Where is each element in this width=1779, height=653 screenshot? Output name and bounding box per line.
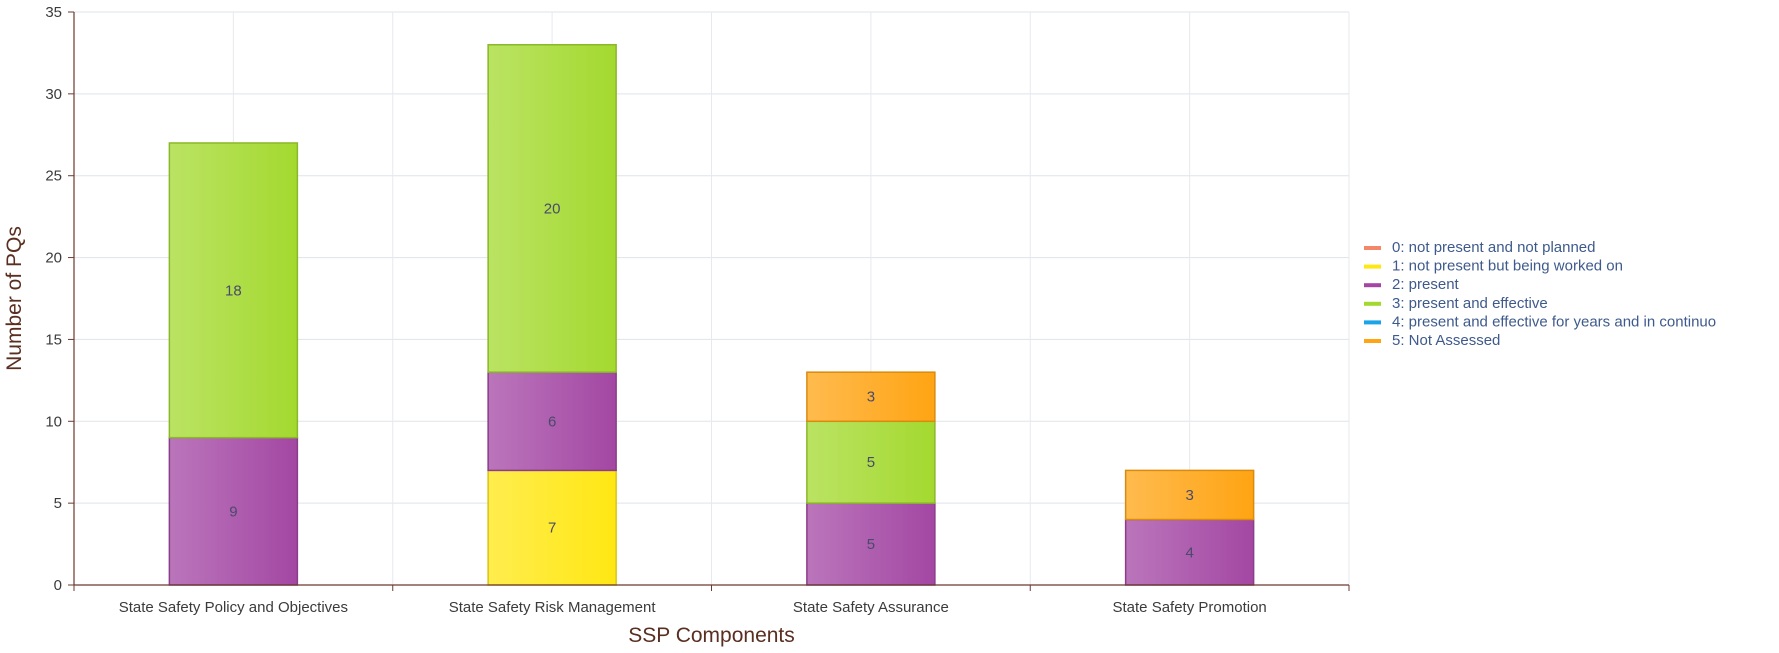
bar-segment[interactable] xyxy=(487,469,617,586)
bar-value-label: 5 xyxy=(867,536,875,553)
bar-segment[interactable] xyxy=(168,436,299,586)
y-tick-label: 25 xyxy=(45,168,62,185)
bar-value-label: 7 xyxy=(548,520,556,537)
legend-swatch[interactable] xyxy=(1364,320,1381,325)
y-tick-label: 10 xyxy=(45,413,62,430)
legend-swatch[interactable] xyxy=(1364,246,1381,250)
x-category-label: State Safety Risk Management xyxy=(449,599,657,616)
y-tick-label: 0 xyxy=(54,577,62,594)
y-tick-label: 15 xyxy=(45,331,62,348)
legend-label[interactable]: 5: Not Assessed xyxy=(1392,332,1500,349)
x-category-label: State Safety Policy and Objectives xyxy=(119,599,348,616)
legend-swatch[interactable] xyxy=(1364,339,1381,343)
x-category-label: State Safety Promotion xyxy=(1113,599,1267,616)
bar-segment[interactable] xyxy=(806,420,936,504)
legend-label[interactable]: 3: present and effective xyxy=(1392,295,1548,312)
legend-swatch[interactable] xyxy=(1364,264,1381,269)
legend: 0: not present and not planned 1: not pre… xyxy=(1364,239,1716,349)
y-tick-label: 35 xyxy=(45,4,62,21)
legend-label[interactable]: 2: present xyxy=(1392,276,1460,293)
legend-label[interactable]: 1: not present but being worked on xyxy=(1392,258,1623,275)
bar-segment[interactable] xyxy=(487,371,617,472)
y-axis-title: Number of PQs xyxy=(3,226,26,371)
bar-value-label: 5 xyxy=(867,454,875,471)
legend-label[interactable]: 4: present and effective for years and i… xyxy=(1392,313,1716,330)
bar-value-label: 18 xyxy=(225,282,242,299)
y-tick-label: 30 xyxy=(45,86,62,103)
bar-value-label: 20 xyxy=(544,200,561,217)
x-axis-title: SSP Components xyxy=(628,624,795,647)
bar-segment[interactable] xyxy=(806,371,936,423)
bar-segment[interactable] xyxy=(487,43,617,373)
y-tick-label: 20 xyxy=(45,250,62,267)
bar-value-label: 3 xyxy=(1185,487,1193,504)
bar-value-label: 9 xyxy=(229,503,237,520)
legend-swatch[interactable] xyxy=(1364,283,1381,288)
bar-segment[interactable] xyxy=(168,142,299,439)
legend-label[interactable]: 0: not present and not planned xyxy=(1392,239,1596,256)
bar-value-label: 4 xyxy=(1185,544,1193,561)
bars: 9 18 7 6 20 5 5 3 4 3 xyxy=(168,43,1255,586)
bar-segment[interactable] xyxy=(1124,469,1255,521)
bar-value-label: 3 xyxy=(867,389,875,406)
x-category-label: State Safety Assurance xyxy=(793,599,949,616)
y-tick-label: 5 xyxy=(54,495,62,512)
bar-value-label: 6 xyxy=(548,413,556,430)
legend-swatch[interactable] xyxy=(1364,301,1381,306)
bar-segment[interactable] xyxy=(1124,518,1255,586)
